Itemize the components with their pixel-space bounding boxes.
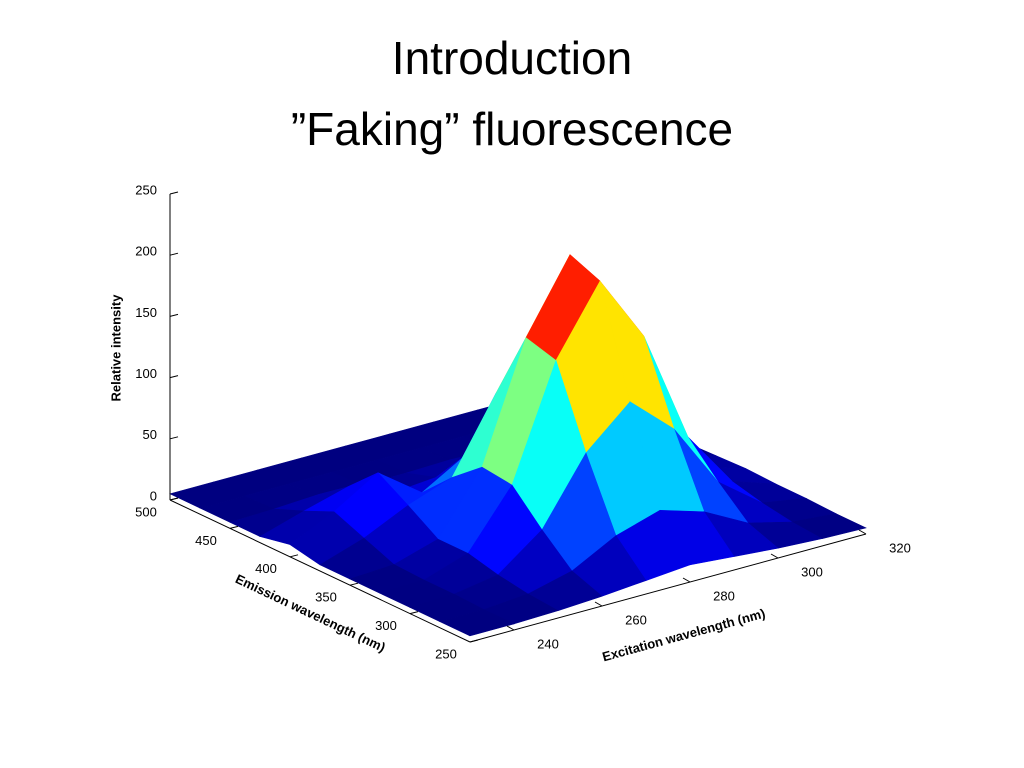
z-tick-label: 250	[135, 182, 157, 197]
z-tick-label: 100	[135, 366, 157, 381]
excitation-tick-label: 300	[801, 564, 823, 579]
z-tick	[169, 313, 179, 317]
excitation-tick-label: 260	[625, 612, 647, 627]
z-tick-label: 200	[135, 244, 157, 259]
emission-tick-label: 400	[255, 561, 277, 576]
excitation-axis	[469, 533, 867, 643]
z-tick	[169, 375, 179, 379]
emission-tick-label: 350	[315, 590, 337, 605]
emission-tick	[169, 497, 179, 501]
z-tick-label: 150	[135, 305, 157, 320]
surface	[169, 254, 867, 637]
excitation-tick-label: 320	[889, 540, 911, 555]
emission-tick-label: 450	[195, 533, 217, 548]
emission-tick	[289, 554, 299, 558]
emission-tick-label: 500	[135, 504, 157, 519]
z-axis-label: Relative intensity	[108, 294, 123, 402]
slide-title: Introduction	[392, 32, 632, 84]
z-tick-label: 0	[150, 488, 157, 503]
z-tick	[169, 252, 179, 256]
z-tick-label: 50	[143, 427, 157, 442]
emission-tick	[409, 611, 419, 615]
emission-axis	[169, 499, 471, 643]
z-tick	[169, 436, 179, 440]
emission-tick	[349, 582, 359, 586]
emission-tick-label: 300	[375, 618, 397, 633]
excitation-tick	[770, 553, 779, 559]
emission-tick	[229, 525, 239, 529]
excitation-tick-label: 280	[713, 588, 735, 603]
excitation-tick	[594, 601, 603, 607]
excitation-tick	[858, 529, 867, 535]
z-tick	[169, 191, 179, 195]
excitation-tick-label: 240	[537, 636, 559, 651]
emission-tick-label: 250	[435, 646, 457, 661]
emission-tick	[469, 639, 479, 643]
excitation-tick	[682, 577, 691, 583]
slide-subtitle: ”Faking” fluorescence	[291, 103, 733, 155]
excitation-tick	[506, 625, 515, 631]
surface-patch	[439, 609, 515, 637]
